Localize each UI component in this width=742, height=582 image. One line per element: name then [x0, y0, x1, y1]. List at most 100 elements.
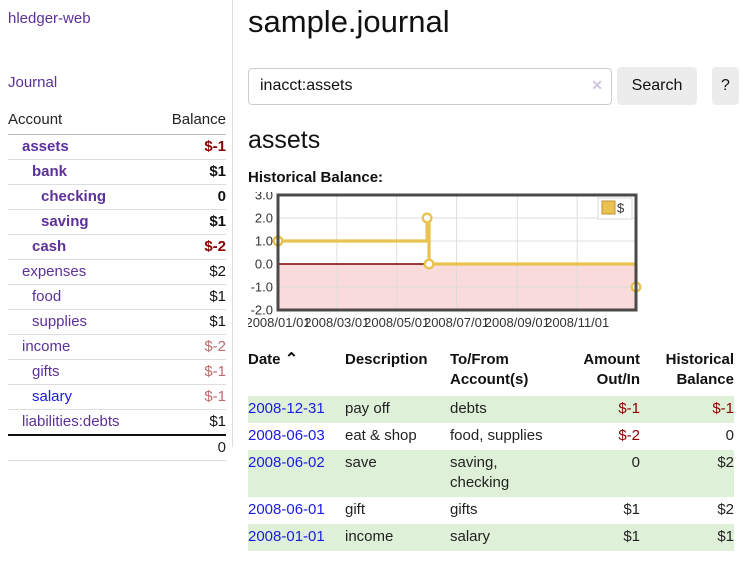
account-balance: $2	[209, 263, 226, 280]
account-link[interactable]: food	[32, 288, 62, 305]
account-link[interactable]: cash	[32, 238, 67, 255]
account-balance: $1	[209, 413, 226, 430]
account-row: bank $1	[8, 159, 226, 184]
balance-column-header: Historical Balance	[665, 351, 734, 388]
date-link[interactable]: 2008-01-01	[248, 528, 325, 545]
account-balance: $-1	[204, 388, 226, 405]
transaction-amount: $-1	[558, 396, 640, 423]
account-column-header: Account	[8, 111, 63, 128]
account-link[interactable]: expenses	[22, 263, 87, 280]
transaction-accounts: debts	[450, 396, 558, 423]
date-link[interactable]: 2008-06-01	[248, 501, 325, 518]
account-balance: $1	[209, 288, 226, 305]
transaction-row: 2008-12-31 pay off debts $-1 $-1	[248, 396, 734, 423]
transaction-accounts: salary	[450, 524, 558, 551]
account-row: assets $-1	[8, 134, 226, 159]
help-button[interactable]: ?	[712, 67, 739, 105]
account-row: expenses $2	[8, 259, 226, 284]
sort-ascending-icon: ⌃	[284, 351, 299, 368]
account-balance: $-2	[204, 338, 226, 355]
accounts-total-row: 0	[8, 434, 226, 461]
chart-title: Historical Balance:	[248, 169, 384, 186]
account-link[interactable]: salary	[32, 388, 73, 405]
transactions-table: Date ⌃ Description To/From Account(s) Am…	[248, 348, 734, 551]
x-axis-tick-label: 2008/11/01	[545, 315, 609, 330]
account-row: income $-2	[8, 334, 226, 359]
data-point-marker	[421, 212, 433, 224]
transaction-balance: $-1	[640, 396, 734, 423]
sidebar: hledger-web Journal Account Balance asse…	[0, 0, 233, 461]
y-axis-tick-label: 3.0	[255, 192, 273, 203]
date-column-header[interactable]: Date ⌃	[248, 351, 299, 368]
account-link[interactable]: saving	[41, 213, 89, 230]
account-balance: $-1	[204, 363, 226, 380]
x-axis-tick-label: 2008/01/01	[248, 315, 311, 330]
app-title[interactable]: hledger-web	[8, 10, 91, 27]
account-row: supplies $1	[8, 309, 226, 334]
transaction-row: 2008-01-01 income salary $1 $1	[248, 524, 734, 551]
transaction-row: 2008-06-02 save saving, checking 0 $2	[248, 450, 734, 497]
account-balance: $1	[209, 313, 226, 330]
search-input[interactable]	[248, 67, 612, 105]
accounts-table-header: Account Balance	[8, 108, 226, 134]
account-row: cash $-2	[8, 234, 226, 259]
account-link[interactable]: assets	[22, 138, 69, 155]
transaction-description: save	[345, 450, 450, 497]
account-row: saving $1	[8, 209, 226, 234]
page-title: sample.journal	[248, 4, 450, 39]
transaction-balance: 0	[725, 427, 734, 444]
account-row: food $1	[8, 284, 226, 309]
transaction-balance: $2	[640, 450, 734, 497]
account-column-header: To/From Account(s)	[450, 351, 529, 388]
account-balance: $1	[209, 163, 226, 180]
historical-balance-chart: $3.0 2.0 1.0 0.0 -1.0 -2.0 2008/01/01 2008/03/0…	[245, 188, 718, 334]
account-balance: $-2	[204, 238, 226, 255]
account-balance: $-1	[204, 138, 226, 155]
date-link[interactable]: 2008-06-03	[248, 427, 325, 444]
transaction-description: pay off	[345, 396, 450, 423]
date-link[interactable]: 2008-12-31	[248, 400, 325, 417]
amount-column-header: Amount Out/In	[583, 351, 640, 388]
account-row: gifts $-1	[8, 359, 226, 384]
transaction-amount: $-2	[618, 427, 640, 444]
x-axis-tick-label: 2008/05/01	[364, 315, 429, 330]
date-link[interactable]: 2008-06-02	[248, 454, 325, 471]
search-button[interactable]: Search	[617, 67, 697, 105]
transaction-accounts: saving, checking	[450, 450, 558, 497]
y-axis-tick-label: 2.0	[255, 211, 273, 226]
description-column-header: Description	[345, 351, 428, 368]
transaction-amount: $1	[558, 524, 640, 551]
search-form: ✕ Search ?	[248, 67, 742, 105]
main-content: sample.journal ✕ Search ? assets Histori…	[245, 0, 742, 551]
account-row: salary $-1	[8, 384, 226, 409]
account-row: checking 0	[8, 184, 226, 209]
sidebar-item-journal[interactable]: Journal	[8, 74, 58, 91]
x-axis-tick-label: 2008/07/01	[424, 315, 489, 330]
account-link[interactable]: supplies	[32, 313, 88, 330]
accounts-table: Account Balance assets $-1 bank $1 checking 0…	[8, 108, 226, 461]
account-link[interactable]: checking	[41, 188, 107, 205]
account-link[interactable]: income	[22, 338, 71, 355]
account-link[interactable]: liabilities:debts	[22, 413, 120, 430]
balance-chart-svg: $3.0 2.0 1.0 0.0 -1.0 -2.02008/01/012008/03/0…	[245, 188, 642, 330]
legend-series-label: $	[617, 201, 625, 216]
transaction-description: gift	[345, 501, 366, 518]
transaction-row: 2008-06-01 gift gifts $1 $2	[248, 497, 734, 524]
transaction-balance: $2	[717, 501, 734, 518]
transaction-balance: $1	[640, 524, 734, 551]
x-axis-tick-label: 2008/03/01	[304, 315, 369, 330]
account-row: liabilities:debts $1	[8, 409, 226, 434]
transaction-amount: 0	[558, 450, 640, 497]
account-link[interactable]: bank	[32, 163, 68, 180]
y-axis-tick-label: 0.0	[255, 257, 273, 272]
data-point-marker	[423, 258, 435, 270]
transaction-description: eat & shop	[345, 427, 417, 444]
transaction-accounts: gifts	[450, 501, 478, 518]
x-axis-tick-label: 2008/09/01	[485, 315, 550, 330]
balance-column-header: Balance	[171, 111, 226, 128]
transaction-accounts: food, supplies	[450, 427, 543, 444]
account-link[interactable]: gifts	[32, 363, 60, 380]
accounts-total-value: 0	[217, 439, 226, 456]
clear-search-icon[interactable]: ✕	[591, 76, 603, 93]
account-balance: 0	[217, 188, 226, 205]
